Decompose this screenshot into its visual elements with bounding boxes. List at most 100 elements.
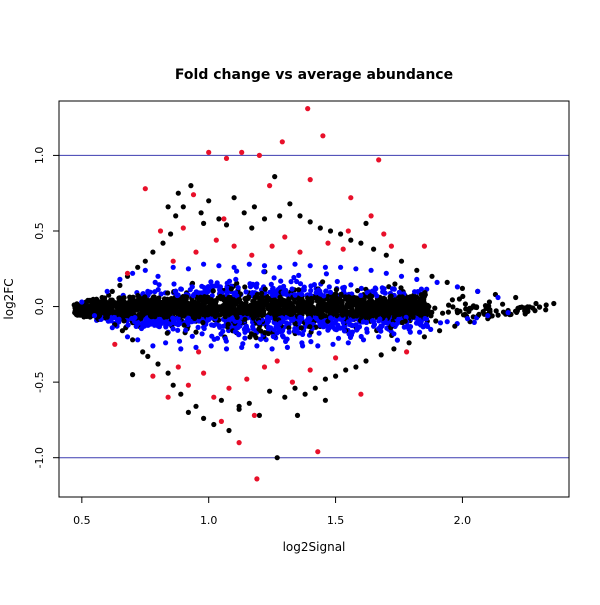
data-point	[189, 284, 195, 290]
data-point	[348, 310, 354, 316]
data-point	[414, 267, 420, 273]
data-point	[233, 276, 239, 282]
data-point	[238, 301, 244, 307]
data-point	[243, 289, 249, 295]
data-point	[133, 323, 139, 329]
data-point	[246, 261, 252, 267]
data-point	[144, 304, 150, 310]
data-point	[369, 308, 375, 314]
data-point	[306, 315, 312, 321]
data-point	[168, 231, 174, 237]
data-point	[208, 279, 214, 285]
data-point	[157, 228, 164, 234]
data-point	[312, 385, 318, 391]
density-cloud	[72, 268, 549, 347]
data-point	[312, 310, 318, 316]
data-point	[533, 300, 539, 307]
data-point	[250, 324, 256, 330]
data-point	[265, 314, 271, 320]
data-point	[482, 303, 489, 309]
data-point	[348, 282, 354, 288]
data-point	[360, 337, 367, 343]
data-point	[194, 311, 201, 317]
data-point	[175, 364, 181, 370]
data-point	[270, 286, 276, 292]
data-point	[280, 289, 286, 296]
data-point	[249, 225, 255, 231]
data-point	[172, 301, 178, 307]
data-point	[327, 289, 334, 295]
data-point	[195, 324, 201, 330]
y-axis-label: log2FC	[2, 278, 16, 319]
data-point	[124, 270, 131, 276]
data-point	[369, 293, 375, 299]
data-point	[274, 358, 280, 364]
data-point	[470, 303, 477, 309]
data-point	[165, 394, 171, 400]
data-point	[142, 258, 148, 264]
data-point	[420, 292, 426, 298]
data-point	[296, 290, 302, 297]
data-point	[206, 198, 212, 204]
data-point	[218, 418, 224, 424]
data-point	[216, 216, 222, 222]
data-point	[109, 288, 115, 294]
data-point	[177, 302, 183, 308]
data-point	[138, 297, 144, 303]
data-point	[437, 320, 444, 326]
data-point	[218, 397, 224, 403]
data-point	[209, 293, 215, 299]
data-point	[486, 299, 492, 305]
data-point	[357, 299, 363, 305]
data-point	[480, 309, 486, 315]
data-point	[351, 296, 357, 302]
data-point	[376, 334, 382, 340]
data-point	[333, 287, 339, 293]
data-point	[272, 174, 278, 180]
data-point	[485, 313, 491, 319]
data-point	[454, 284, 460, 290]
data-point	[462, 311, 468, 318]
data-point	[308, 283, 314, 289]
data-point	[307, 219, 313, 225]
data-point	[321, 293, 327, 299]
data-point	[333, 355, 339, 361]
data-point	[185, 382, 191, 388]
data-point	[371, 246, 377, 252]
data-point	[267, 388, 273, 394]
data-point	[87, 314, 93, 320]
data-point	[213, 237, 219, 243]
data-point	[345, 319, 351, 325]
data-point	[444, 279, 450, 285]
data-point	[353, 266, 359, 272]
data-point	[307, 367, 313, 373]
data-point	[201, 370, 207, 376]
series-1	[112, 106, 427, 482]
data-point	[209, 322, 215, 328]
data-point	[406, 326, 412, 332]
data-point	[150, 373, 156, 379]
data-point	[302, 391, 308, 397]
data-point	[231, 264, 237, 270]
data-point	[271, 275, 277, 281]
data-point	[459, 285, 465, 291]
data-point	[222, 336, 228, 342]
data-point	[205, 284, 211, 290]
data-point	[155, 273, 161, 279]
data-point	[371, 323, 377, 329]
data-point	[217, 324, 223, 330]
data-point	[172, 297, 178, 303]
data-point	[184, 294, 190, 300]
data-point	[308, 339, 314, 345]
data-point	[261, 364, 268, 370]
data-point	[185, 266, 191, 272]
data-point	[205, 304, 211, 310]
data-point	[224, 300, 230, 306]
data-point	[193, 403, 199, 409]
data-point	[289, 311, 295, 317]
data-point	[165, 370, 171, 376]
data-point	[151, 310, 157, 316]
data-point	[119, 328, 125, 334]
data-point	[122, 313, 128, 319]
data-point	[320, 133, 326, 139]
